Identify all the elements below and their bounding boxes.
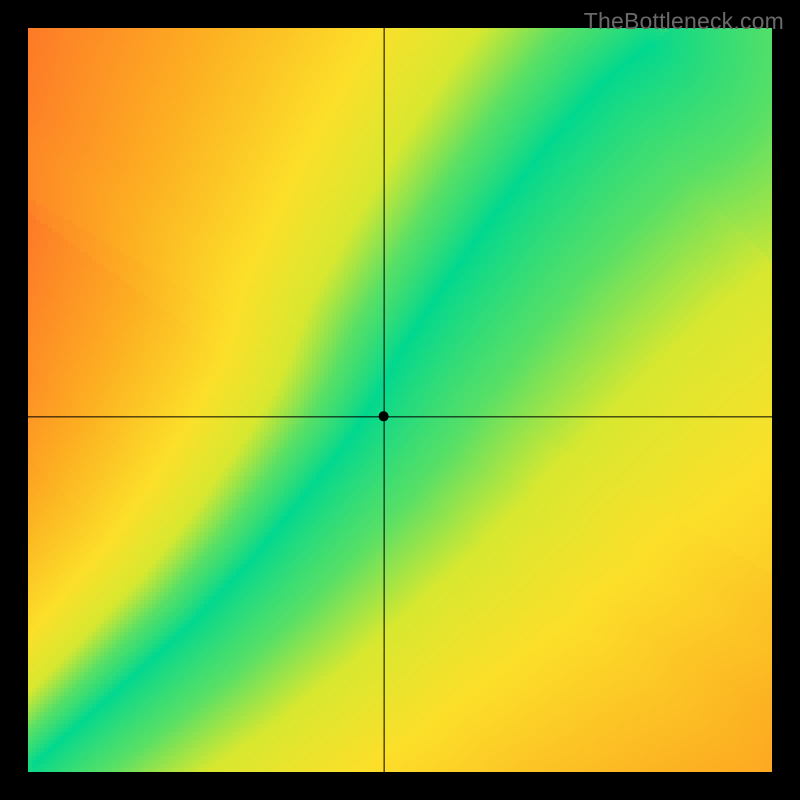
watermark-text: TheBottleneck.com xyxy=(584,8,784,35)
bottleneck-heatmap xyxy=(0,0,800,800)
chart-container: TheBottleneck.com xyxy=(0,0,800,800)
